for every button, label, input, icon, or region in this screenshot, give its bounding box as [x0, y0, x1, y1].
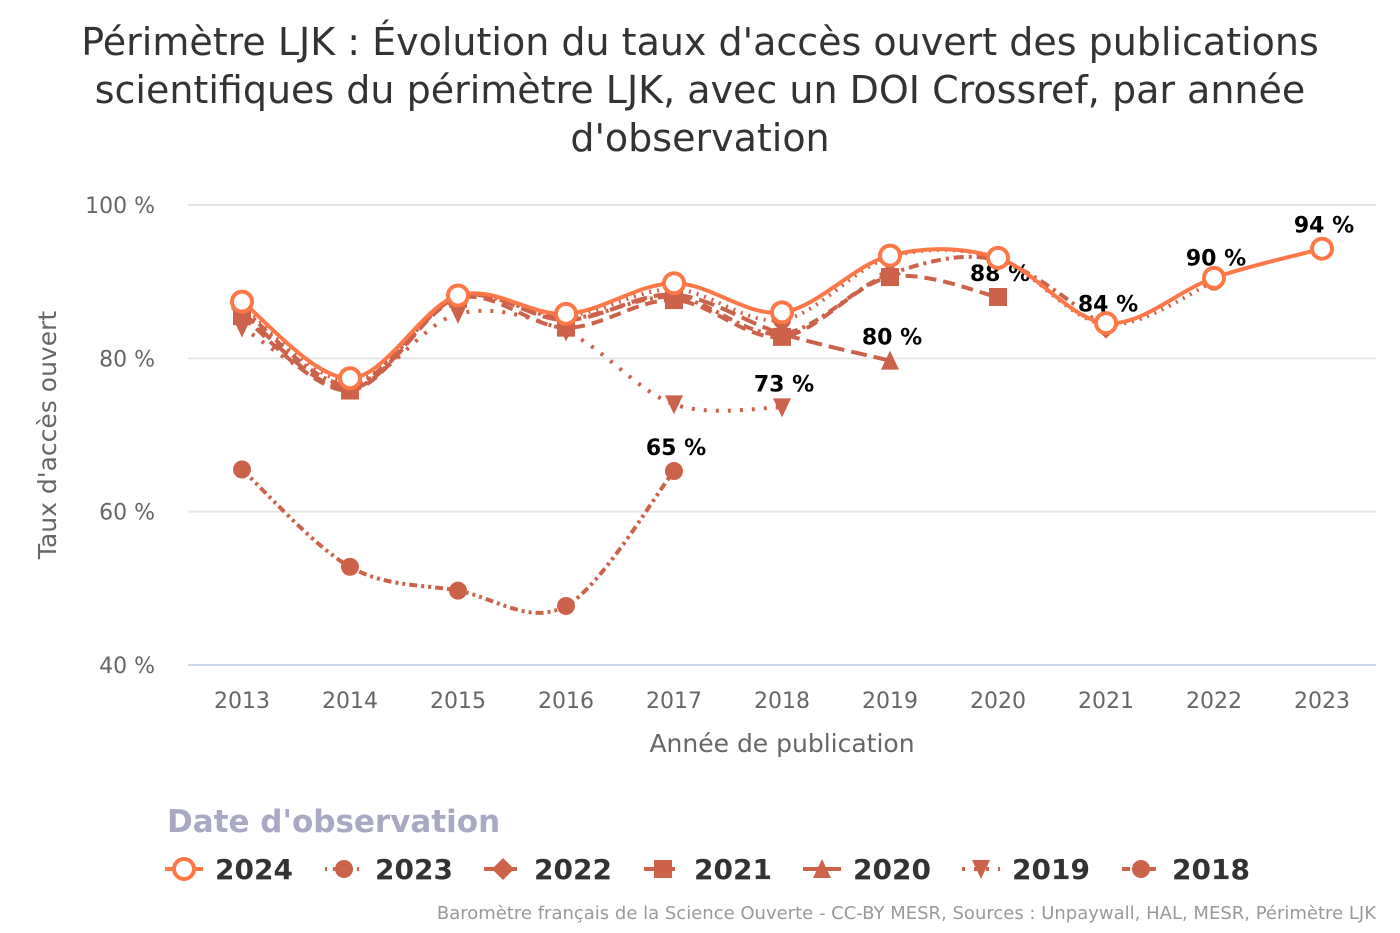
data-point-2024[interactable] [1310, 236, 1334, 261]
x-tick-label: 2022 [1186, 689, 1242, 714]
legend-item-2022[interactable]: 2022 [534, 853, 612, 886]
y-tick-label: 60 % [99, 501, 155, 526]
legend-item-2019[interactable]: 2019 [1012, 853, 1090, 886]
data-point-2018[interactable] [665, 462, 683, 481]
x-tick-label: 2023 [1294, 689, 1350, 714]
x-tick-label: 2015 [430, 689, 486, 714]
data-point-2019[interactable] [773, 398, 791, 418]
legend-marker-2018[interactable] [1132, 860, 1150, 878]
data-point-2021[interactable] [989, 288, 1007, 306]
data-point-2018[interactable] [449, 581, 467, 600]
legend-marker-2022[interactable] [492, 858, 514, 880]
data-point-2024[interactable] [878, 243, 902, 268]
data-point-2024[interactable] [770, 300, 794, 325]
series-line-2019 [241, 308, 783, 413]
legend-marker-2020[interactable] [813, 859, 831, 878]
legend-marker-2024[interactable] [172, 857, 196, 881]
y-tick-label: 100 % [85, 194, 155, 219]
x-tick-label: 2014 [322, 689, 378, 714]
data-label-2024: 94 % [1294, 214, 1354, 239]
legend-item-2023[interactable]: 2023 [375, 853, 453, 886]
x-tick-label: 2018 [754, 689, 810, 714]
data-point-2018[interactable] [341, 557, 359, 576]
legend-marker-2021[interactable] [654, 860, 672, 878]
data-label-2018: 65 % [646, 436, 706, 461]
legend-item-2021[interactable]: 2021 [694, 853, 772, 886]
data-point-2019[interactable] [665, 395, 683, 415]
legend-marker-2023[interactable] [335, 860, 353, 878]
legend-title: Date d'observation [167, 804, 501, 840]
data-point-2019[interactable] [449, 304, 467, 324]
x-tick-label: 2016 [538, 689, 594, 714]
data-label-2019: 73 % [754, 372, 814, 397]
data-point-2024[interactable] [554, 301, 578, 326]
x-tick-label: 2021 [1078, 689, 1134, 714]
data-point-2024[interactable] [230, 289, 254, 314]
data-label-2020: 80 % [862, 326, 922, 351]
x-tick-label: 2013 [214, 689, 270, 714]
legend-marker-2019[interactable] [972, 860, 990, 879]
data-point-2018[interactable] [233, 460, 251, 479]
data-point-2018[interactable] [557, 596, 575, 615]
data-point-2024[interactable] [1094, 311, 1118, 336]
legend-item-2020[interactable]: 2020 [853, 853, 931, 886]
chart-title: Périmètre LJK : Évolution du taux d'accè… [81, 20, 1319, 160]
data-point-2022[interactable] [879, 263, 901, 285]
y-tick-label: 80 % [99, 347, 155, 372]
data-point-2024[interactable] [986, 245, 1010, 270]
credits[interactable]: Baromètre français de la Science Ouverte… [436, 903, 1376, 924]
data-point-2024[interactable] [446, 283, 470, 308]
x-tick-label: 2019 [862, 689, 918, 714]
data-label-2021: 88 % [970, 262, 1030, 287]
y-axis-title: Taux d'accès ouvert [33, 311, 62, 561]
data-point-2024[interactable] [1202, 265, 1226, 290]
x-axis-title: Année de publication [649, 729, 914, 758]
legend-item-2018[interactable]: 2018 [1172, 853, 1250, 886]
data-point-2024[interactable] [662, 271, 686, 296]
x-tick-label: 2017 [646, 689, 702, 714]
x-tick-label: 2020 [970, 689, 1026, 714]
data-point-2024[interactable] [338, 366, 362, 391]
y-tick-label: 40 % [99, 654, 155, 679]
data-point-2022[interactable] [771, 322, 793, 345]
data-point-2020[interactable] [881, 350, 899, 370]
series-line-2018 [240, 468, 676, 615]
legend-item-2024[interactable]: 2024 [215, 853, 293, 886]
